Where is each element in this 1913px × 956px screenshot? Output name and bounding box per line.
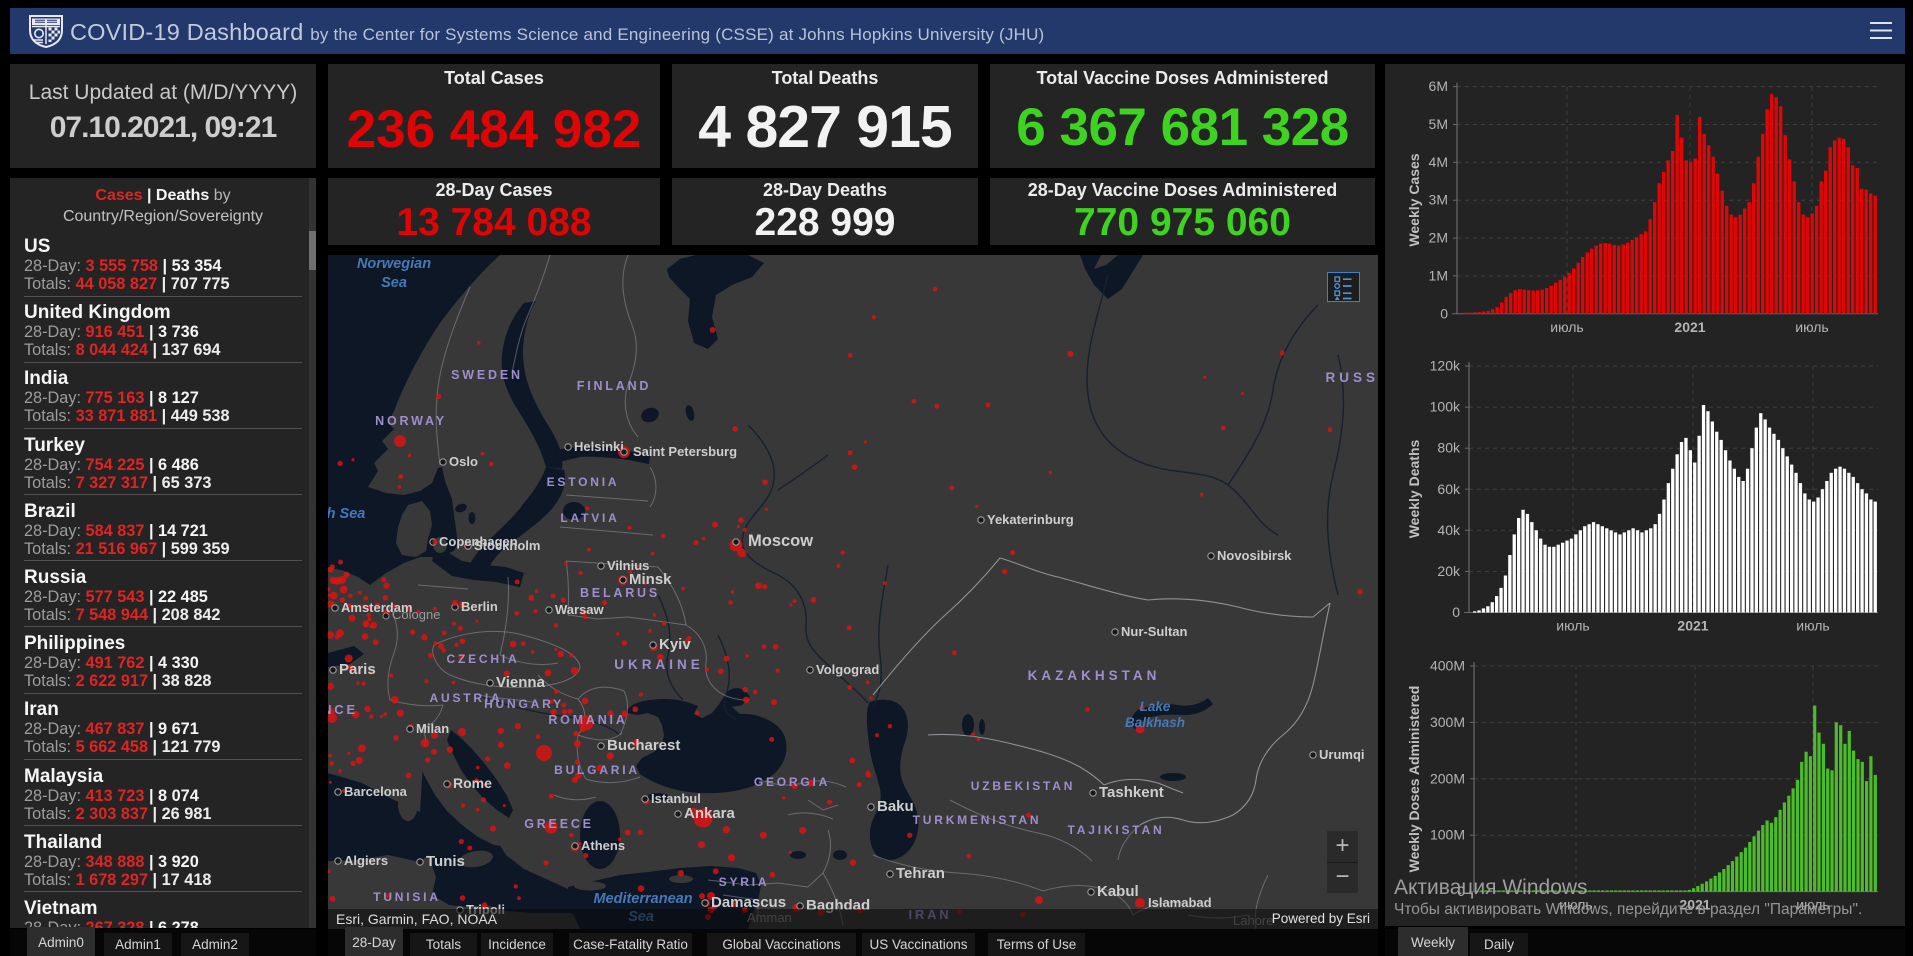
svg-text:Tehran: Tehran [896, 865, 945, 882]
svg-text:CZECHIA: CZECHIA [447, 652, 520, 666]
svg-text:Oslo: Oslo [449, 454, 478, 469]
svg-text:Ankara: Ankara [684, 805, 736, 822]
svg-text:2021: 2021 [1679, 897, 1710, 913]
svg-text:Nur-Sultan: Nur-Sultan [1121, 624, 1188, 639]
svg-text:июль: июль [1795, 319, 1828, 335]
svg-text:3M: 3M [1429, 192, 1448, 208]
svg-text:TUNISIA: TUNISIA [373, 890, 441, 904]
svg-text:Warsaw: Warsaw [555, 602, 605, 617]
svg-text:ROMANIA: ROMANIA [548, 713, 627, 727]
svg-text:UKRAINE: UKRAINE [614, 657, 704, 672]
svg-text:AUSTRIA: AUSTRIA [430, 691, 503, 705]
svg-text:июль: июль [1796, 618, 1829, 634]
svg-text:GREECE: GREECE [524, 817, 594, 831]
svg-text:Cologne: Cologne [392, 607, 440, 622]
svg-text:KAZAKHSTAN: KAZAKHSTAN [1028, 668, 1161, 683]
svg-text:Weekly Cases: Weekly Cases [1406, 153, 1422, 246]
svg-text:0: 0 [1457, 883, 1465, 899]
svg-text:Novosibirsk: Novosibirsk [1217, 548, 1292, 563]
svg-text:Norwegian: Norwegian [357, 256, 431, 272]
svg-text:20k: 20k [1437, 563, 1461, 579]
svg-text:6M: 6M [1429, 78, 1448, 94]
svg-text:Weekly Doses Administered: Weekly Doses Administered [1406, 686, 1422, 873]
svg-text:Volgograd: Volgograd [816, 662, 879, 677]
svg-text:300M: 300M [1430, 714, 1465, 730]
svg-text:Barcelona: Barcelona [344, 784, 408, 799]
svg-text:Kyiv: Kyiv [659, 636, 691, 653]
svg-text:Algiers: Algiers [344, 853, 388, 868]
svg-text:SYRIA: SYRIA [719, 875, 770, 889]
svg-text:2M: 2M [1429, 230, 1448, 246]
svg-text:Kabul: Kabul [1097, 883, 1139, 900]
svg-text:Amsterdam: Amsterdam [341, 600, 413, 615]
svg-text:Baku: Baku [877, 798, 914, 815]
svg-text:LATVIA: LATVIA [560, 511, 619, 525]
svg-text:Tunis: Tunis [426, 853, 465, 870]
svg-text:Lake: Lake [1140, 699, 1171, 714]
svg-text:Saint Petersburg: Saint Petersburg [633, 444, 737, 459]
svg-text:4M: 4M [1429, 154, 1448, 170]
svg-text:Damascus: Damascus [711, 894, 786, 911]
svg-text:Tashkent: Tashkent [1099, 784, 1164, 801]
svg-text:100M: 100M [1430, 827, 1465, 843]
svg-text:TURKMENISTAN: TURKMENISTAN [913, 813, 1042, 827]
svg-text:Paris: Paris [339, 661, 376, 678]
svg-text:Istanbul: Istanbul [651, 791, 701, 806]
svg-text:июль: июль [1550, 319, 1583, 335]
svg-text:Vilnius: Vilnius [607, 558, 649, 573]
svg-text:NORWAY: NORWAY [375, 414, 447, 428]
svg-text:июль: июль [1559, 897, 1592, 913]
svg-text:HUNGARY: HUNGARY [484, 697, 564, 711]
svg-text:h Sea: h Sea [328, 506, 365, 522]
svg-text:TAJIKISTAN: TAJIKISTAN [1068, 823, 1165, 837]
svg-text:Islamabad: Islamabad [1148, 895, 1212, 910]
svg-text:120k: 120k [1430, 358, 1461, 374]
svg-text:Yekaterinburg: Yekaterinburg [987, 512, 1074, 527]
svg-text:Balkhash: Balkhash [1125, 715, 1185, 730]
svg-text:Weekly Deaths: Weekly Deaths [1406, 440, 1422, 539]
svg-text:400M: 400M [1430, 658, 1465, 674]
svg-text:UZBEKISTAN: UZBEKISTAN [971, 779, 1075, 793]
svg-text:Mediterranean: Mediterranean [593, 891, 692, 907]
svg-text:80k: 80k [1437, 440, 1461, 456]
svg-text:Urumqi: Urumqi [1319, 747, 1365, 762]
svg-text:Sea: Sea [381, 275, 407, 291]
svg-text:SWEDEN: SWEDEN [451, 368, 523, 382]
svg-text:BELARUS: BELARUS [580, 586, 660, 600]
svg-text:Moscow: Moscow [748, 532, 813, 550]
svg-text:RUSSIA: RUSSIA [1325, 370, 1378, 385]
svg-text:Berlin: Berlin [461, 599, 498, 614]
svg-text:Vienna: Vienna [496, 674, 546, 691]
svg-text:100k: 100k [1430, 399, 1461, 415]
svg-text:FINLAND: FINLAND [577, 379, 651, 393]
svg-text:Rome: Rome [453, 775, 492, 791]
svg-text:0: 0 [1440, 305, 1448, 321]
svg-text:Copenhagen: Copenhagen [439, 534, 518, 549]
svg-text:июль: июль [1796, 897, 1829, 913]
svg-text:5M: 5M [1429, 116, 1448, 132]
svg-text:200M: 200M [1430, 770, 1465, 786]
svg-text:2021: 2021 [1677, 618, 1708, 634]
svg-text:Bucharest: Bucharest [607, 737, 680, 754]
svg-text:ESTONIA: ESTONIA [547, 475, 620, 489]
svg-text:Milan: Milan [416, 721, 449, 736]
svg-text:июль: июль [1556, 618, 1589, 634]
svg-text:1M: 1M [1429, 267, 1448, 283]
svg-text:0: 0 [1452, 604, 1460, 620]
svg-text:60k: 60k [1437, 481, 1461, 497]
svg-text:Helsinki: Helsinki [574, 439, 624, 454]
svg-text:40k: 40k [1437, 522, 1461, 538]
svg-text:Stockholm: Stockholm [474, 538, 540, 553]
svg-text:NCE: NCE [328, 702, 358, 717]
svg-text:2021: 2021 [1674, 319, 1705, 335]
svg-text:Athens: Athens [581, 838, 625, 853]
svg-text:BULGARIA: BULGARIA [554, 763, 640, 777]
svg-text:GEORGIA: GEORGIA [754, 775, 830, 789]
svg-text:Minsk: Minsk [629, 571, 672, 588]
